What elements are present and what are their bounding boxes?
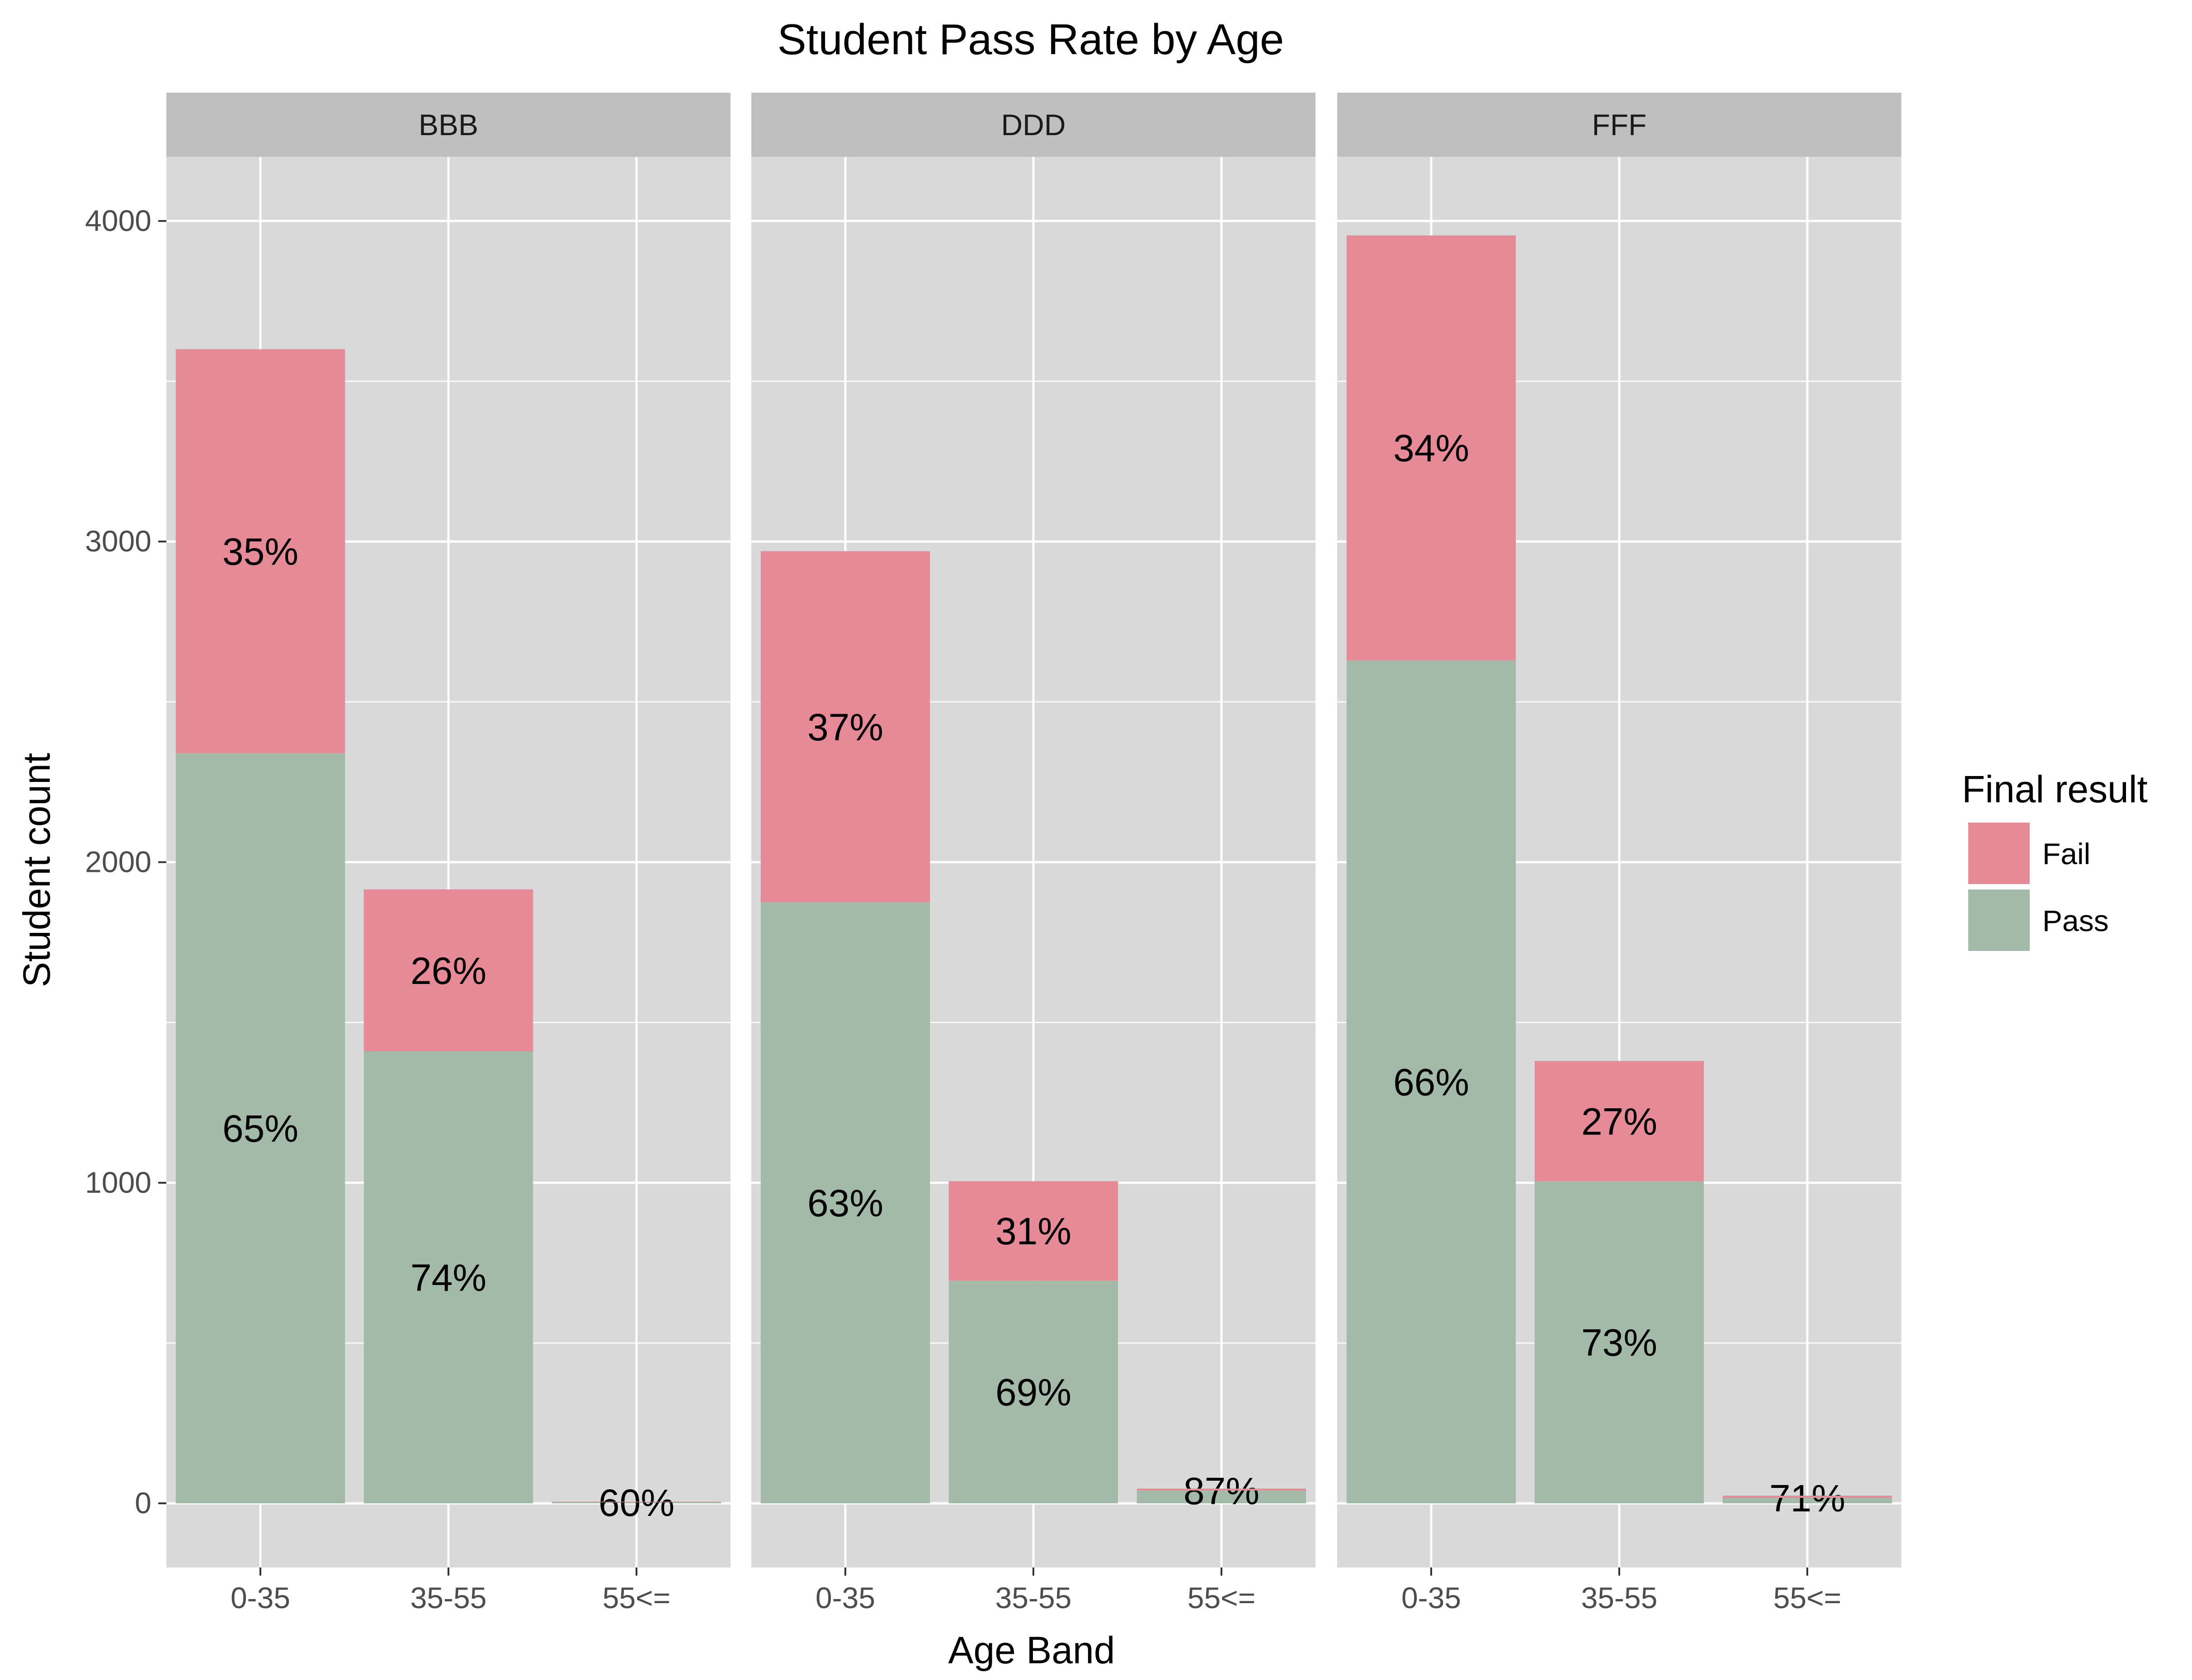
x-tick-label: 55<= <box>1188 1581 1256 1614</box>
bar-data-label: 37% <box>807 706 883 748</box>
bar-fail <box>1346 235 1516 660</box>
y-axis: 0 1000 2000 3000 4000 <box>85 204 166 1520</box>
y-tick-label: 2000 <box>85 845 151 879</box>
x-tick-label: 0-35 <box>816 1581 875 1614</box>
bar-pass <box>1722 1498 1892 1504</box>
bar-data-label: 31% <box>995 1210 1071 1252</box>
bar-data-label: 26% <box>410 950 486 992</box>
bar-pass <box>1534 1181 1704 1504</box>
bar-pass <box>948 1280 1118 1504</box>
bar-data-label: 34% <box>1393 427 1469 470</box>
x-axis-title: Age Band <box>948 1629 1115 1671</box>
facet-panel-ddd: DDD 0-35 35-55 55<= 63% 37% 69% 31% 87% <box>751 93 1315 1614</box>
bar-data-label: 27% <box>1581 1100 1657 1143</box>
bar-data-label: 74% <box>410 1256 486 1299</box>
y-tick-label: 3000 <box>85 524 151 558</box>
bar-pass <box>175 753 345 1504</box>
bar-data-label: 63% <box>807 1182 883 1224</box>
bar-pass <box>1136 1490 1306 1504</box>
bar-fail <box>1722 1496 1892 1498</box>
bar-data-label: 87% <box>1183 1470 1259 1512</box>
x-tick-label: 35-55 <box>1581 1581 1658 1614</box>
bar-fail <box>948 1181 1118 1281</box>
legend-label: Pass <box>2042 904 2109 937</box>
bar-pass <box>1346 660 1516 1504</box>
x-tick-label: 55<= <box>1773 1581 1842 1614</box>
bar-data-label: 69% <box>995 1371 1071 1414</box>
legend-label: Fail <box>2042 837 2090 871</box>
x-tick-label: 0-35 <box>231 1581 290 1614</box>
x-tick-label: 35-55 <box>410 1581 487 1614</box>
bar-fail <box>175 349 345 753</box>
bar-fail <box>760 551 930 903</box>
y-tick-label: 1000 <box>85 1166 151 1199</box>
bar-fail <box>1136 1488 1306 1491</box>
y-tick-label: 0 <box>135 1486 151 1520</box>
facet-strip-label: DDD <box>1001 108 1066 141</box>
chart-title: Student Pass Rate by Age <box>778 15 1284 64</box>
facet-strip <box>1337 93 1901 157</box>
bar-data-label: 73% <box>1581 1322 1657 1364</box>
legend: Final result Fail Pass <box>1962 768 2148 951</box>
bar-pass <box>552 1502 721 1504</box>
bar-pass <box>363 1051 533 1504</box>
facet-panel-fff: FFF 0-35 35-55 55<= 66% 34% 73% 27% 71% <box>1337 93 1901 1614</box>
bar-fail <box>363 889 533 1051</box>
bar-data-label: 71% <box>1769 1477 1845 1520</box>
x-tick-label: 35-55 <box>995 1581 1072 1614</box>
facet-strip-label: FFF <box>1592 108 1647 141</box>
legend-key-fail <box>1968 823 2030 884</box>
facet-strip <box>166 93 731 157</box>
legend-title: Final result <box>1962 768 2148 810</box>
facet-strip <box>751 93 1315 157</box>
facet-panels: BBB 0-35 35-55 55<= 65% 35% 74% 26% 60% DDD 0-35 35… <box>166 93 1901 1614</box>
bar-data-label: 60% <box>599 1482 674 1524</box>
bar-data-label: 66% <box>1393 1061 1469 1103</box>
facet-panel-bbb: BBB 0-35 35-55 55<= 65% 35% 74% 26% 60% <box>166 93 731 1614</box>
bar-pass <box>760 902 930 1504</box>
legend-key-pass <box>1968 889 2030 951</box>
x-tick-label: 55<= <box>603 1581 671 1614</box>
bar-fail <box>1534 1061 1704 1181</box>
y-axis-title: Student count <box>15 753 58 987</box>
x-tick-label: 0-35 <box>1401 1581 1461 1614</box>
bar-data-label: 35% <box>222 530 298 573</box>
bar-data-label: 65% <box>222 1107 298 1150</box>
facet-strip-label: BBB <box>419 108 478 141</box>
y-tick-label: 4000 <box>85 204 151 237</box>
